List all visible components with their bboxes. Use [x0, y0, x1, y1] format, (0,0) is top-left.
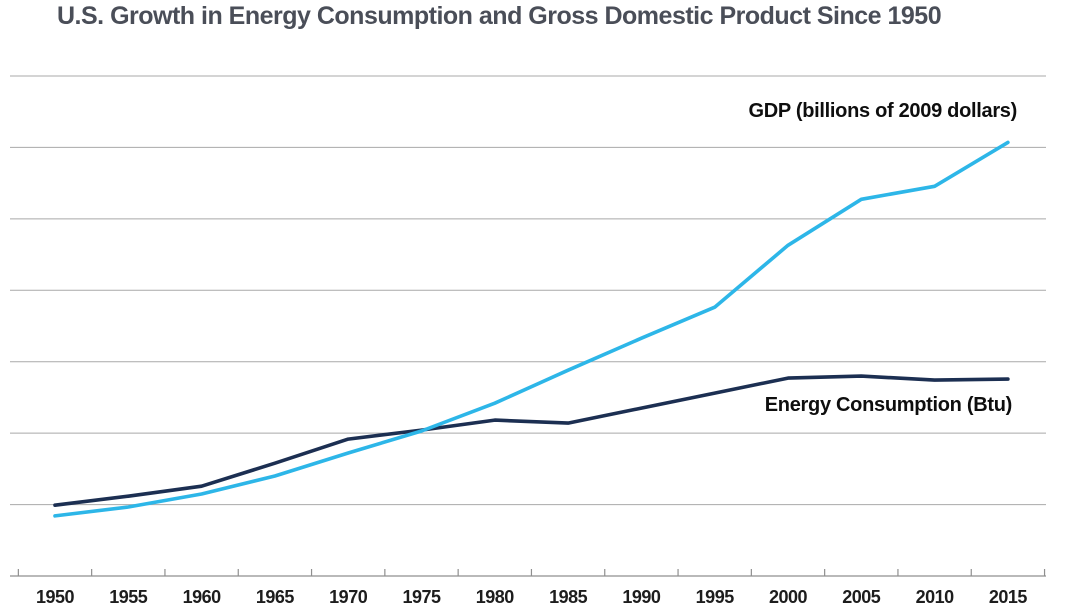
- x-axis-label: 1950: [36, 587, 75, 607]
- energy-consumption-line: [53, 374, 1010, 508]
- gdp-series-label: GDP (billions of 2009 dollars): [748, 100, 1018, 122]
- x-axis-label: 1990: [622, 587, 661, 607]
- x-axis-label: 2015: [989, 587, 1028, 607]
- chart-title: U.S. Growth in Energy Consumption and Gr…: [57, 2, 942, 30]
- x-axis-label: 2005: [842, 587, 881, 607]
- x-axis-label: 1975: [402, 587, 441, 607]
- x-axis-label: 1970: [329, 587, 368, 607]
- energy-series-label: Energy Consumption (Btu): [764, 394, 1013, 416]
- x-axis-label: 1955: [109, 587, 148, 607]
- x-axis-label: 1985: [549, 587, 588, 607]
- x-axis-label: 1995: [696, 587, 735, 607]
- x-axis-label: 2010: [916, 587, 955, 607]
- x-axis-ticks-group: [17, 569, 1046, 576]
- x-axis-labels-group: 1950 1955 1960 1965 1970 1975 1980 1985 1990 1995…: [36, 587, 1028, 607]
- gridlines-group: [10, 75, 1046, 506]
- x-axis-label: 1960: [183, 587, 222, 607]
- x-axis-label: 1965: [256, 587, 295, 607]
- x-axis-label: 2000: [769, 587, 808, 607]
- x-axis-label: 1980: [476, 587, 515, 607]
- gdp-line: [53, 140, 1010, 518]
